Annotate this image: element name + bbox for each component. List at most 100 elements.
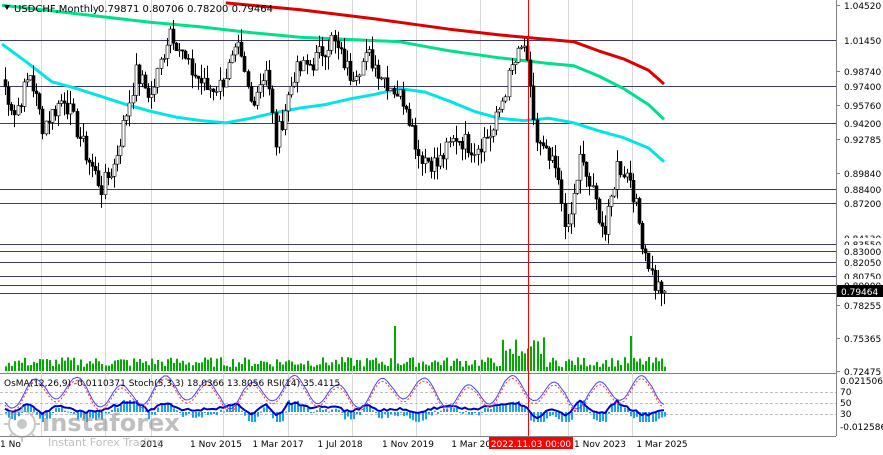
candle-body[interactable] <box>423 157 428 164</box>
candle-body[interactable] <box>249 86 254 102</box>
candle-body[interactable] <box>457 141 462 143</box>
candle-body[interactable] <box>497 109 502 113</box>
candle-body[interactable] <box>615 161 620 190</box>
candle-body[interactable] <box>379 77 384 80</box>
candle-body[interactable] <box>190 58 195 76</box>
candle-body[interactable] <box>118 145 123 156</box>
candle-body[interactable] <box>531 85 536 121</box>
candle-body[interactable] <box>538 142 543 144</box>
candle-body[interactable] <box>469 152 474 156</box>
candle-body[interactable] <box>591 185 596 188</box>
candle-body[interactable] <box>162 58 167 60</box>
candle-body[interactable] <box>171 28 176 44</box>
candle-body[interactable] <box>388 87 393 92</box>
candle-body[interactable] <box>357 74 362 77</box>
candle-body[interactable] <box>255 91 260 106</box>
candle-body[interactable] <box>202 77 207 84</box>
candle-body[interactable] <box>267 69 272 90</box>
candle-body[interactable] <box>59 100 64 104</box>
candle-body[interactable] <box>420 155 425 164</box>
candle-body[interactable] <box>99 185 104 196</box>
candle-body[interactable] <box>93 166 98 172</box>
candle-body[interactable] <box>137 64 142 84</box>
candle-body[interactable] <box>326 50 331 58</box>
candle-body[interactable] <box>631 180 636 203</box>
candle-body[interactable] <box>385 77 390 92</box>
candle-body[interactable] <box>345 60 350 69</box>
candle-body[interactable] <box>479 148 484 153</box>
candle-body[interactable] <box>317 46 322 53</box>
candle-body[interactable] <box>292 81 297 87</box>
candle-body[interactable] <box>78 136 83 139</box>
candle-body[interactable] <box>339 47 344 50</box>
candle-body[interactable] <box>227 62 232 79</box>
candle-body[interactable] <box>3 79 8 88</box>
candle-body[interactable] <box>75 111 80 138</box>
candlesticks[interactable] <box>3 20 667 307</box>
candle-body[interactable] <box>451 138 456 142</box>
candle-body[interactable] <box>364 52 369 62</box>
current-price-box[interactable] <box>837 285 883 297</box>
candle-body[interactable] <box>199 78 204 84</box>
candle-body[interactable] <box>653 270 658 291</box>
candle-body[interactable] <box>438 155 443 167</box>
candle-body[interactable] <box>395 93 400 97</box>
candle-body[interactable] <box>127 102 132 117</box>
candle-body[interactable] <box>131 95 136 104</box>
candle-body[interactable] <box>494 111 499 131</box>
candle-body[interactable] <box>37 93 42 110</box>
candle-body[interactable] <box>578 153 583 181</box>
candle-body[interactable] <box>84 135 89 161</box>
candle-body[interactable] <box>488 135 493 139</box>
candle-body[interactable] <box>600 222 605 227</box>
candle-body[interactable] <box>410 125 415 127</box>
candle-body[interactable] <box>513 62 518 66</box>
candle-body[interactable] <box>329 34 334 51</box>
candle-body[interactable] <box>208 88 213 91</box>
candle-body[interactable] <box>109 176 114 178</box>
candle-body[interactable] <box>218 79 223 92</box>
candle-body[interactable] <box>603 226 608 235</box>
candle-body[interactable] <box>463 134 468 150</box>
candle-body[interactable] <box>274 112 279 148</box>
candle-body[interactable] <box>65 102 70 115</box>
candle-body[interactable] <box>177 49 182 52</box>
candle-body[interactable] <box>308 64 313 66</box>
candle-body[interactable] <box>264 69 269 82</box>
candle-body[interactable] <box>432 157 437 172</box>
candle-body[interactable] <box>563 203 568 227</box>
candle-body[interactable] <box>342 48 347 69</box>
candle-body[interactable] <box>289 86 294 96</box>
candle-body[interactable] <box>535 119 540 143</box>
candle-body[interactable] <box>662 290 667 294</box>
candle-body[interactable] <box>566 223 571 227</box>
candle-body[interactable] <box>165 44 170 59</box>
candle-body[interactable] <box>392 87 397 95</box>
candle-body[interactable] <box>270 88 275 113</box>
candle-body[interactable] <box>466 134 471 154</box>
candle-body[interactable] <box>214 91 219 93</box>
candle-body[interactable] <box>236 41 241 48</box>
candle-body[interactable] <box>351 80 356 82</box>
candle-body[interactable] <box>510 64 515 71</box>
candle-body[interactable] <box>28 75 33 81</box>
candle-body[interactable] <box>22 81 27 107</box>
candle-body[interactable] <box>47 120 52 123</box>
candle-body[interactable] <box>224 78 229 88</box>
candle-body[interactable] <box>618 161 623 176</box>
candle-body[interactable] <box>115 155 120 165</box>
candle-body[interactable] <box>314 52 319 71</box>
candle-body[interactable] <box>476 148 481 155</box>
candle-body[interactable] <box>612 189 617 197</box>
candle-body[interactable] <box>460 141 465 150</box>
candle-body[interactable] <box>301 60 306 72</box>
candle-body[interactable] <box>584 161 589 177</box>
candle-body[interactable] <box>25 79 30 83</box>
candle-body[interactable] <box>572 193 577 215</box>
candle-body[interactable] <box>134 64 139 96</box>
candle-body[interactable] <box>435 157 440 167</box>
candle-body[interactable] <box>50 109 55 123</box>
candle-body[interactable] <box>239 41 244 57</box>
candle-body[interactable] <box>56 103 61 117</box>
candle-body[interactable] <box>183 50 188 59</box>
